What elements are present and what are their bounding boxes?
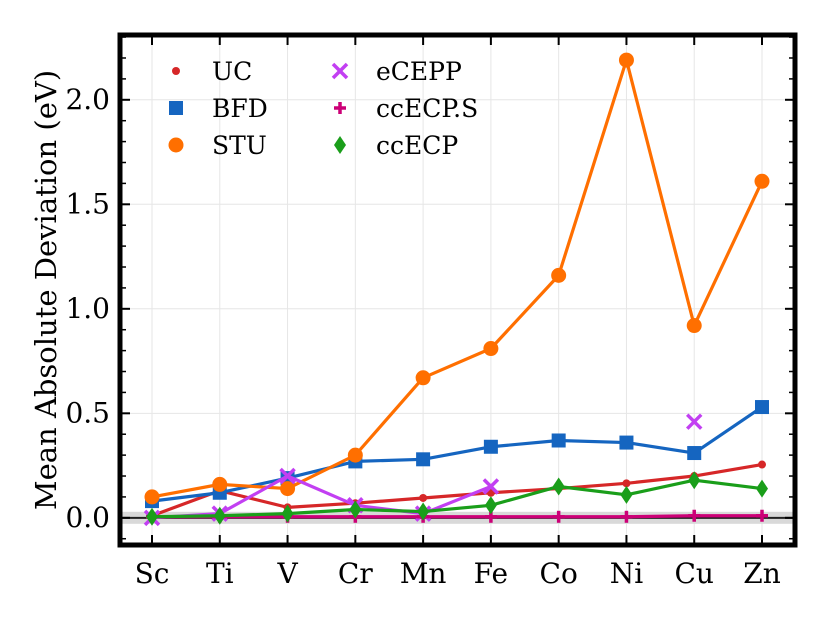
x-tick-label: Sc [135, 557, 170, 590]
y-tick-label: 0.0 [65, 501, 110, 534]
data-point-ecepp [482, 478, 500, 495]
series-ccecp [146, 471, 768, 526]
legend-marker-stu [168, 137, 184, 153]
data-point-bfd [483, 439, 498, 454]
y-tick-label: 0.5 [65, 396, 110, 429]
data-point-stu [347, 447, 363, 463]
data-point-ccecp [484, 496, 497, 515]
legend-label-ecepp: eCEPP [376, 57, 462, 86]
data-point-stu [415, 370, 431, 386]
legend-label-uc: UC [212, 57, 252, 86]
series-line-uc [151, 462, 763, 518]
data-point-ccecp [213, 506, 226, 525]
data-point-bfd [755, 400, 769, 415]
x-tick-label: Zn [743, 557, 781, 590]
legend-marker-ecepp [331, 62, 349, 80]
series-line-stu [151, 58, 764, 499]
data-point-bfd [687, 446, 702, 461]
data-point-stu [551, 267, 567, 283]
x-tick-label: Cr [338, 557, 373, 590]
data-point-ecepp [685, 413, 703, 430]
data-point-stu [144, 489, 160, 505]
x-marker-stroke [279, 467, 296, 485]
data-point-bfd [551, 433, 566, 448]
data-point-bfd [416, 452, 431, 467]
data-point-ccecp [349, 500, 362, 519]
series-line-ccecp [151, 478, 763, 519]
data-point-bfd [619, 435, 634, 450]
data-point-ccecp [417, 502, 430, 521]
data-point-ccecp [146, 507, 158, 526]
legend-marker-bfd [169, 101, 183, 115]
legend-label-ccecp-s: ccECP.S [376, 94, 478, 123]
x-tick-label: Ti [206, 557, 234, 590]
y-tick-label: 1.5 [65, 187, 110, 220]
data-point-ccecp-s [620, 510, 633, 523]
legend: UC BFD STU eCEPP ccECP.S ccECP [168, 57, 478, 160]
y-axis-label: Mean Absolute Deviation (eV) [29, 70, 63, 510]
data-point-ccecp-s [756, 509, 768, 522]
y-tick-label: 2.0 [65, 83, 110, 116]
x-marker-stroke [482, 478, 500, 495]
axes: Sc Ti V Cr Mn Fe Co Ni Cu Zn 0.0 0.5 1.0 1.5 2.0 [65, 35, 795, 590]
series-layer [143, 52, 770, 527]
series-stu [144, 52, 770, 505]
legend-marker-ccecp [334, 136, 346, 154]
data-point-uc [758, 460, 766, 469]
data-point-ccecp [620, 485, 633, 504]
legend-item-uc: UC [172, 57, 252, 86]
x-tick-label: Fe [474, 557, 508, 590]
data-point-uc [622, 479, 631, 488]
legend-marker-ccecp-s [334, 102, 346, 114]
legend-item-ccecp: ccECP [334, 131, 458, 160]
data-point-ccecp [688, 471, 701, 490]
data-point-stu [212, 476, 228, 492]
data-point-ccecp-s [552, 510, 565, 523]
legend-item-stu: STU [168, 131, 267, 160]
x-tick-label: Co [540, 557, 578, 590]
data-point-stu [483, 341, 499, 357]
legend-label-ccecp: ccECP [376, 131, 458, 160]
y-tick-label: 1.0 [65, 292, 110, 325]
x-tick-label: Cu [674, 557, 713, 590]
series-line-ccecp-s [152, 514, 762, 519]
legend-item-bfd: BFD [169, 94, 268, 123]
series-bfd [145, 400, 769, 509]
legend-marker-uc [172, 67, 180, 75]
data-point-uc [419, 493, 428, 502]
x-marker-stroke [685, 413, 703, 430]
x-tick-label: V [276, 557, 298, 590]
data-point-stu [280, 481, 296, 497]
data-point-stu [686, 318, 702, 334]
data-point-stu [754, 173, 770, 189]
legend-item-ecepp: eCEPP [331, 57, 462, 86]
x-marker-stroke [331, 62, 349, 80]
data-point-ccecp [756, 479, 768, 498]
data-point-ccecp-s [688, 509, 701, 522]
legend-item-ccecp-s: ccECP.S [334, 94, 478, 123]
legend-label-bfd: BFD [212, 94, 268, 123]
data-point-ecepp [279, 467, 296, 485]
series-uc [148, 460, 766, 520]
data-point-stu [618, 52, 634, 68]
x-tick-label: Ni [610, 557, 644, 590]
data-point-ccecp [281, 504, 294, 523]
x-tick-label: Mn [400, 557, 447, 590]
data-point-ccecp [552, 477, 565, 496]
plot-frame [117, 32, 798, 548]
legend-label-stu: STU [212, 131, 267, 160]
